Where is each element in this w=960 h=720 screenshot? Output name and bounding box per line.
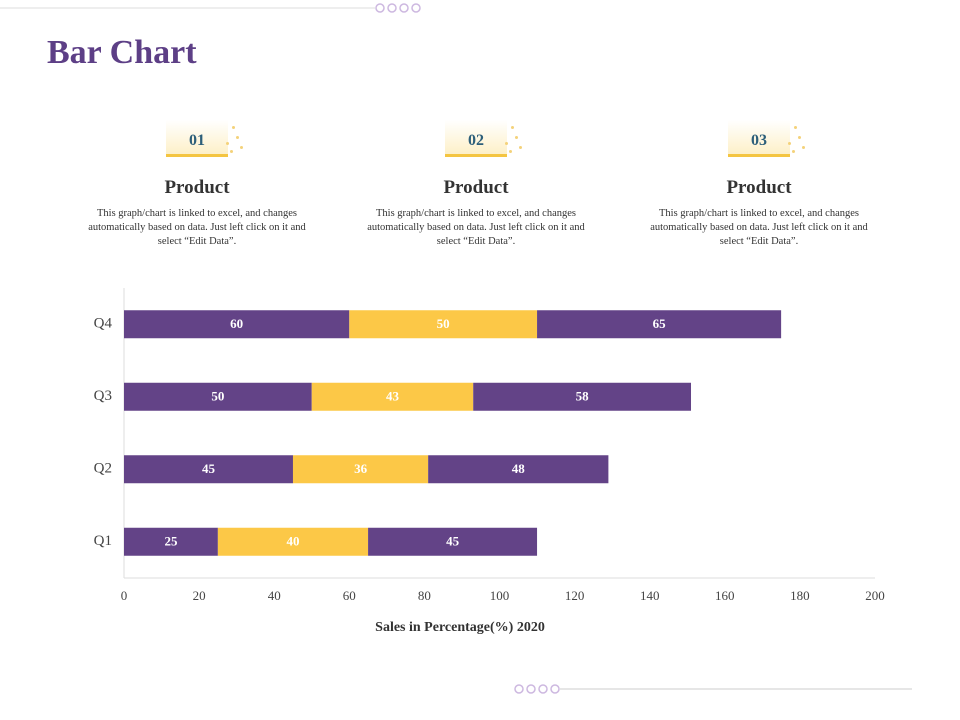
bar-segment	[311, 382, 474, 411]
bar-segment	[292, 455, 429, 484]
sparkle	[788, 142, 791, 145]
sparkle	[240, 146, 243, 149]
bar-segment	[124, 310, 350, 339]
sparkle	[226, 142, 229, 145]
sparkle	[519, 146, 522, 149]
sparkle	[515, 136, 518, 139]
data-label: 45	[202, 461, 216, 476]
x-tick-label: 200	[865, 588, 885, 603]
sparkle	[236, 136, 239, 139]
x-tick-label: 180	[790, 588, 810, 603]
bar-segment	[537, 310, 782, 339]
slide-title: Bar Chart	[47, 34, 197, 71]
sparkle	[232, 126, 235, 129]
sparkle	[509, 150, 512, 153]
x-tick-label: 80	[418, 588, 431, 603]
data-label: 65	[653, 316, 667, 331]
data-label: 25	[164, 534, 178, 549]
y-tick-label: Q4	[94, 316, 113, 332]
bar-segment	[217, 527, 369, 556]
data-label: 36	[354, 461, 368, 476]
bar-segment	[473, 382, 692, 411]
bar-segment	[124, 455, 293, 484]
x-tick-label: 120	[565, 588, 585, 603]
card-text: This graph/chart is linked to excel, and…	[650, 208, 868, 247]
bar-segment	[124, 382, 312, 411]
sparkle	[505, 142, 508, 145]
card-text: This graph/chart is linked to excel, and…	[367, 208, 585, 247]
y-tick-label: Q3	[94, 388, 112, 404]
data-label: 40	[286, 534, 299, 549]
card-number: 03	[751, 132, 767, 149]
decor-dots	[375, 3, 560, 694]
x-tick-label: 0	[121, 588, 128, 603]
data-label: 43	[386, 389, 400, 404]
data-label: 50	[437, 316, 450, 331]
number-badge: 01	[166, 120, 243, 157]
data-label: 58	[576, 389, 590, 404]
y-tick-label: Q1	[94, 533, 112, 549]
card-heading: Product	[726, 177, 792, 198]
product-card: 02 Product This graph/chart is linked to e…	[351, 120, 601, 249]
sparkle	[794, 126, 797, 129]
sparkle	[802, 146, 805, 149]
x-tick-label: 160	[715, 588, 735, 603]
data-label: 60	[230, 316, 243, 331]
x-tick-label: 140	[640, 588, 660, 603]
card-text: This graph/chart is linked to excel, and…	[88, 208, 306, 247]
bar-segment	[349, 310, 538, 339]
x-tick-label: 40	[268, 588, 281, 603]
card-heading: Product	[443, 177, 509, 198]
sparkle	[798, 136, 801, 139]
product-card: 01 Product This graph/chart is linked to e…	[72, 120, 322, 249]
x-tick-label: 100	[490, 588, 510, 603]
x-axis-label: Sales in Percentage(%) 2020	[375, 620, 545, 635]
card-heading: Product	[164, 177, 230, 198]
card-number: 01	[189, 132, 205, 149]
data-label: 48	[512, 461, 526, 476]
sparkle	[511, 126, 514, 129]
bar-segment	[124, 527, 218, 556]
bar-segment	[428, 455, 609, 484]
sparkle	[792, 150, 795, 153]
data-label: 50	[211, 389, 224, 404]
number-badge: 02	[445, 120, 522, 157]
y-tick-label: Q2	[94, 461, 112, 477]
x-tick-label: 60	[343, 588, 356, 603]
product-card: 03 Product This graph/chart is linked to e…	[634, 120, 884, 249]
x-tick-label: 20	[193, 588, 206, 603]
bar-segment	[368, 527, 538, 556]
data-label: 45	[446, 534, 460, 549]
number-badge: 03	[728, 120, 805, 157]
card-number: 02	[468, 132, 484, 149]
sparkle	[230, 150, 233, 153]
